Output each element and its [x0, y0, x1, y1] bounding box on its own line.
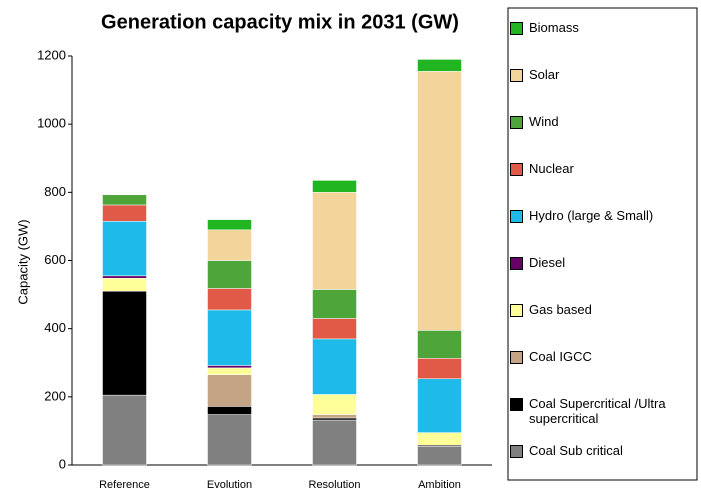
- x-tick-label: Ambition: [418, 479, 461, 488]
- bar-segment: [102, 277, 147, 292]
- legend-item: Coal Supercritical /Ultra supercritical: [510, 396, 695, 426]
- legend-item: Nuclear: [510, 161, 695, 176]
- legend-swatch: [510, 398, 523, 411]
- bar-segment: [312, 394, 357, 415]
- bar-segment: [312, 414, 357, 419]
- x-tick-label: Resolution: [309, 479, 361, 488]
- bar-segment: [207, 288, 252, 311]
- bar-segment: [102, 204, 147, 222]
- bar-segment: [102, 394, 147, 466]
- legend-item: Wind: [510, 114, 695, 129]
- bar-segment: [102, 290, 147, 396]
- bar-segment: [417, 378, 462, 433]
- bar-segment: [312, 417, 357, 421]
- legend-swatch: [510, 351, 523, 364]
- y-tick-label: 400: [44, 320, 66, 335]
- legend-swatch: [510, 257, 523, 270]
- bar-segment: [312, 419, 357, 466]
- bar-segment: [417, 358, 462, 380]
- bar-segment: [312, 180, 357, 193]
- bar-segment: [102, 221, 147, 277]
- bar-segment: [312, 318, 357, 340]
- bar-segment: [417, 446, 462, 466]
- legend-label: Solar: [529, 67, 560, 82]
- legend-swatch: [510, 445, 523, 458]
- legend-label: Nuclear: [529, 161, 574, 176]
- bar-segment: [312, 192, 357, 290]
- bar-segment: [207, 229, 252, 261]
- legend-item: Hydro (large & Small): [510, 208, 695, 223]
- y-tick-label: 1200: [37, 47, 66, 62]
- legend-item: Coal IGCC: [510, 349, 695, 364]
- bar-segment: [417, 71, 462, 331]
- bar-segment: [417, 59, 462, 72]
- x-tick-label: Reference: [99, 479, 150, 488]
- legend-label: Hydro (large & Small): [529, 208, 654, 223]
- bar-segment: [102, 194, 147, 206]
- x-tick-label: Evolution: [207, 479, 252, 488]
- bar-segment: [312, 289, 357, 319]
- legend-label: Coal IGCC: [529, 349, 592, 364]
- legend-label: Biomass: [529, 20, 579, 35]
- chart-title: Generation capacity mix in 2031 (GW): [101, 11, 459, 33]
- bar-segment: [417, 330, 462, 359]
- legend-item: Solar: [510, 67, 695, 82]
- legend-item: Biomass: [510, 20, 695, 35]
- y-tick-label: 200: [44, 388, 66, 403]
- legend-label: Coal Sub critical: [529, 443, 623, 458]
- y-tick-label: 600: [44, 252, 66, 267]
- legend-label: Wind: [529, 114, 559, 129]
- legend-item: Coal Sub critical: [510, 443, 695, 458]
- y-tick-label: 0: [59, 456, 66, 471]
- legend-box: [507, 7, 698, 481]
- legend-swatch: [510, 22, 523, 35]
- bar-segment: [312, 338, 357, 395]
- bar-segment: [207, 365, 252, 369]
- legend-label: Diesel: [529, 255, 566, 270]
- legend-swatch: [510, 116, 523, 129]
- legend-label: Gas based: [529, 302, 592, 317]
- y-tick-label: 800: [44, 184, 66, 199]
- bar-segment: [417, 432, 462, 446]
- bar-segment: [207, 406, 252, 415]
- bar-segment: [207, 367, 252, 375]
- legend-swatch: [510, 304, 523, 317]
- bar-segment: [207, 414, 252, 466]
- bar-segment: [102, 275, 147, 279]
- legend-swatch: [510, 210, 523, 223]
- bar-segment: [207, 219, 252, 231]
- bar-segment: [207, 260, 252, 289]
- bar-segment: [207, 309, 252, 366]
- legend-swatch: [510, 163, 523, 176]
- legend-swatch: [510, 69, 523, 82]
- y-tick-label: 1000: [37, 116, 66, 131]
- legend-label: Coal Supercritical /Ultra supercritical: [529, 396, 666, 426]
- legend-item: Gas based: [510, 302, 695, 317]
- legend-item: Diesel: [510, 255, 695, 270]
- y-axis-label: Capacity (GW): [15, 219, 30, 304]
- bar-segment: [207, 374, 252, 407]
